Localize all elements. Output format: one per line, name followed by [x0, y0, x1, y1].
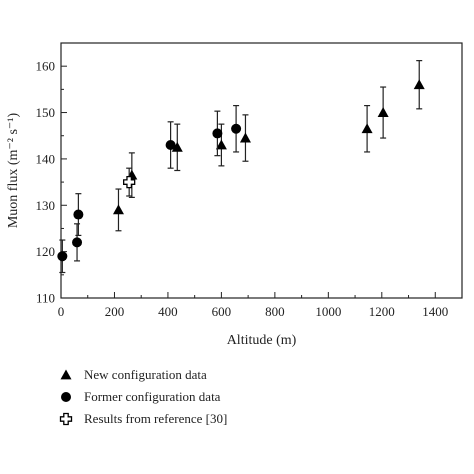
legend-triangle-marker [60, 369, 72, 380]
x-tick-label: 1000 [315, 304, 341, 319]
x-tick-label: 800 [265, 304, 285, 319]
y-tick-label: 120 [36, 244, 56, 259]
y-axis-title: Muon flux (m⁻² s⁻¹) [6, 112, 21, 228]
legend-circle-marker [61, 392, 71, 402]
y-tick-label: 160 [36, 59, 56, 74]
x-tick-label: 600 [212, 304, 232, 319]
x-tick-label: 1200 [369, 304, 395, 319]
circle-data-point [73, 209, 84, 220]
circle-data-point [165, 140, 176, 150]
triangle-data-point [377, 107, 389, 117]
circle-data-point [57, 251, 68, 262]
triangle-data-point [171, 141, 183, 152]
x-axis-title: Altitude (m) [227, 333, 297, 348]
legend-cross-marker [59, 412, 73, 426]
triangle-data-point [112, 204, 124, 215]
triangle-data-point [413, 79, 425, 90]
triangle-data-point [215, 139, 227, 150]
x-tick-label: 1400 [422, 304, 448, 319]
circle-data-point [72, 237, 83, 248]
y-tick-label: 140 [36, 151, 56, 166]
legend-label: Results from reference [30] [84, 411, 227, 426]
x-tick-label: 0 [58, 304, 65, 319]
circle-data-point [231, 123, 242, 134]
x-tick-label: 200 [105, 304, 125, 319]
plot-area: 0 200 400 600 800 1000 1200 1400 110 120 130 140 150… [36, 42, 463, 319]
legend-label: New configuration data [84, 367, 207, 382]
cross-data-point [123, 175, 136, 189]
circle-data-point [212, 128, 223, 139]
plot-frame [60, 42, 463, 299]
y-tick-label: 110 [36, 291, 55, 306]
y-tick-label: 130 [36, 198, 56, 213]
legend-label: Former configuration data [84, 389, 221, 404]
x-tick-label: 400 [158, 304, 178, 319]
triangle-data-point [239, 132, 251, 143]
legend: New configuration data Former configurati… [59, 367, 227, 426]
y-tick-label: 150 [36, 105, 56, 120]
triangle-data-point [361, 123, 373, 134]
